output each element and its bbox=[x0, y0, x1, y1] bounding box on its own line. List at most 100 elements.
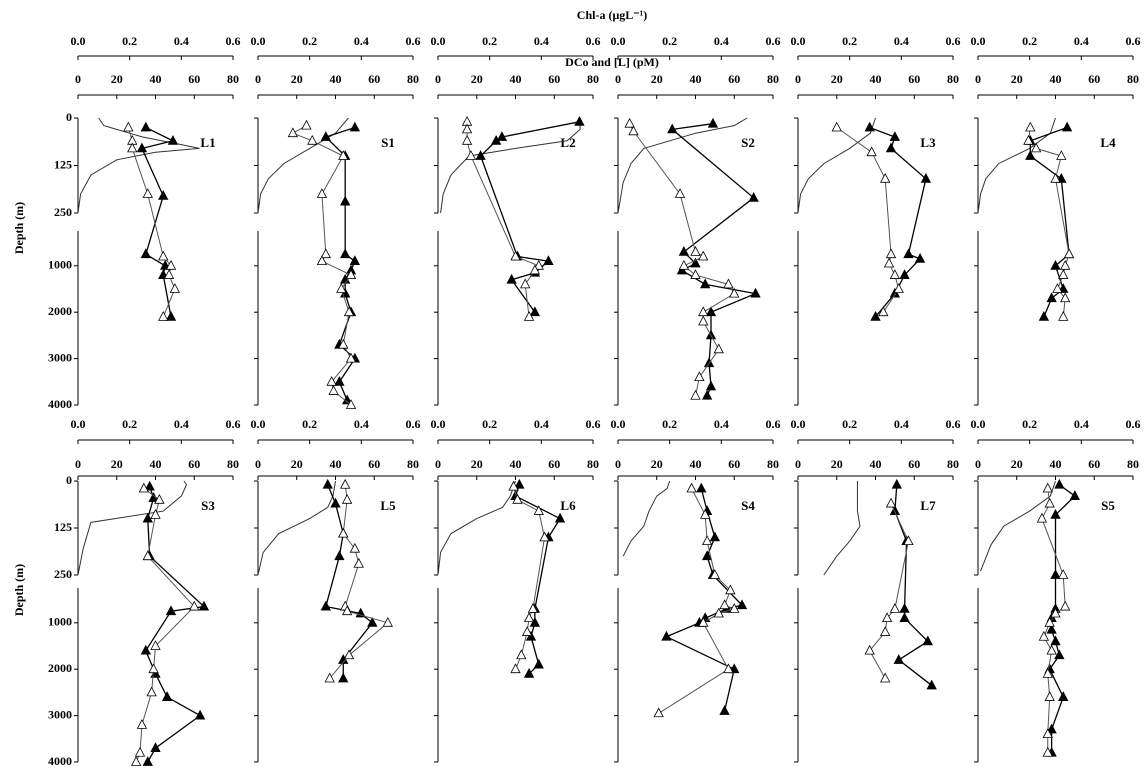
open-triangle bbox=[1036, 512, 1048, 523]
x2-tick-label: 0.4 bbox=[1074, 417, 1089, 431]
x2-tick-label: 0.2 bbox=[482, 34, 497, 48]
open-triangle bbox=[169, 283, 181, 293]
open-triangle bbox=[878, 306, 889, 317]
filled-triangle bbox=[736, 599, 748, 610]
open-triangle bbox=[1050, 607, 1061, 618]
profile-line bbox=[629, 123, 735, 396]
open-triangle bbox=[307, 134, 318, 145]
filled-triangle bbox=[165, 605, 177, 616]
open-triangle bbox=[338, 150, 349, 160]
open-triangle bbox=[345, 269, 357, 279]
filled-triangle bbox=[1046, 292, 1057, 303]
y-tick-label: 4000 bbox=[48, 397, 72, 411]
open-triangle bbox=[123, 121, 134, 132]
open-triangle bbox=[1038, 630, 1050, 641]
open-triangle bbox=[883, 257, 895, 268]
open-triangle bbox=[1058, 269, 1069, 279]
x-tick-label: 40 bbox=[150, 457, 162, 471]
filled-triangle bbox=[340, 195, 351, 206]
profile-line bbox=[479, 121, 580, 313]
open-triangle bbox=[893, 283, 904, 293]
open-triangle bbox=[1042, 728, 1053, 739]
filled-triangle bbox=[700, 278, 711, 289]
y-tick-label: 2000 bbox=[48, 304, 72, 318]
x2-tick-label: 0.0 bbox=[971, 417, 986, 431]
x2-tick-label: 0.6 bbox=[766, 34, 781, 48]
open-triangle bbox=[701, 535, 713, 546]
open-triangle bbox=[127, 142, 138, 153]
filled-triangle bbox=[198, 600, 210, 611]
filled-triangle bbox=[554, 512, 566, 523]
open-triangle bbox=[698, 306, 709, 317]
x-tick-label: 80 bbox=[1127, 72, 1139, 86]
filled-triangle bbox=[338, 672, 349, 683]
x2-tick-label: 0.0 bbox=[431, 417, 446, 431]
filled-triangle bbox=[914, 252, 926, 263]
open-triangle bbox=[866, 146, 877, 157]
filled-triangle bbox=[903, 248, 914, 259]
x-tick-label: 80 bbox=[947, 457, 959, 471]
x-tick-label: 20 bbox=[471, 72, 483, 86]
profile-line bbox=[664, 488, 744, 712]
chl-line bbox=[980, 480, 1056, 572]
open-triangle bbox=[338, 527, 349, 538]
filled-triangle bbox=[349, 255, 361, 266]
x-tick-label: 40 bbox=[1050, 457, 1062, 471]
x2-tick-label: 0.4 bbox=[714, 34, 729, 48]
x-tick-label: 80 bbox=[947, 72, 959, 86]
open-triangle bbox=[130, 756, 142, 766]
open-triangle bbox=[1044, 691, 1055, 701]
open-triangle bbox=[880, 172, 891, 183]
open-triangle bbox=[158, 250, 169, 261]
open-triangle bbox=[1052, 283, 1063, 293]
open-triangle bbox=[864, 644, 875, 655]
filled-triangle bbox=[543, 255, 554, 266]
x-tick-label: 20 bbox=[831, 72, 843, 86]
open-triangle bbox=[136, 719, 148, 729]
filled-triangle bbox=[475, 150, 486, 160]
x2-tick-label: 0.4 bbox=[714, 417, 729, 431]
x-tick-label: 0 bbox=[75, 457, 81, 471]
x-tick-label: 80 bbox=[407, 72, 419, 86]
open-triangle bbox=[533, 505, 544, 515]
x2-tick-label: 0.0 bbox=[71, 417, 86, 431]
x2-tick-label: 0.6 bbox=[766, 417, 781, 431]
filled-triangle bbox=[889, 505, 901, 515]
filled-triangle bbox=[490, 134, 502, 145]
y-tick-label: 250 bbox=[54, 567, 72, 581]
x-tick-label: 20 bbox=[831, 457, 843, 471]
x2-tick-label: 0.4 bbox=[534, 34, 549, 48]
open-triangle bbox=[461, 134, 473, 145]
open-triangle bbox=[1042, 667, 1053, 678]
open-triangle bbox=[287, 127, 299, 138]
open-triangle bbox=[881, 612, 893, 623]
filled-triangle bbox=[150, 742, 161, 752]
x2-tick-label: 0.6 bbox=[1126, 417, 1141, 431]
x-tick-label: 80 bbox=[767, 457, 779, 471]
open-triangle bbox=[301, 119, 312, 130]
x2-tick-label: 0.0 bbox=[611, 417, 626, 431]
open-triangle bbox=[1056, 150, 1067, 160]
x-tick-label: 40 bbox=[690, 72, 702, 86]
panel-label: S2 bbox=[741, 135, 755, 150]
filled-triangle bbox=[889, 131, 901, 141]
x2-tick-label: 0.2 bbox=[1022, 417, 1037, 431]
filled-triangle bbox=[142, 756, 153, 766]
open-triangle bbox=[512, 493, 523, 504]
open-triangle bbox=[527, 603, 539, 613]
filled-triangle bbox=[1046, 723, 1057, 734]
chl-line bbox=[440, 118, 581, 214]
panel-label: L3 bbox=[920, 135, 936, 150]
filled-triangle bbox=[533, 658, 544, 669]
filled-triangle bbox=[899, 603, 910, 613]
open-triangle bbox=[146, 686, 157, 697]
open-triangle bbox=[320, 248, 331, 259]
x2-tick-label: 0.6 bbox=[946, 34, 961, 48]
filled-triangle bbox=[719, 705, 730, 715]
filled-triangle bbox=[496, 131, 508, 141]
filled-triangle bbox=[136, 142, 148, 153]
x2-tick-label: 0.4 bbox=[354, 34, 369, 48]
open-triangle bbox=[1023, 134, 1034, 145]
open-triangle bbox=[698, 315, 709, 326]
filled-triangle bbox=[667, 123, 678, 134]
